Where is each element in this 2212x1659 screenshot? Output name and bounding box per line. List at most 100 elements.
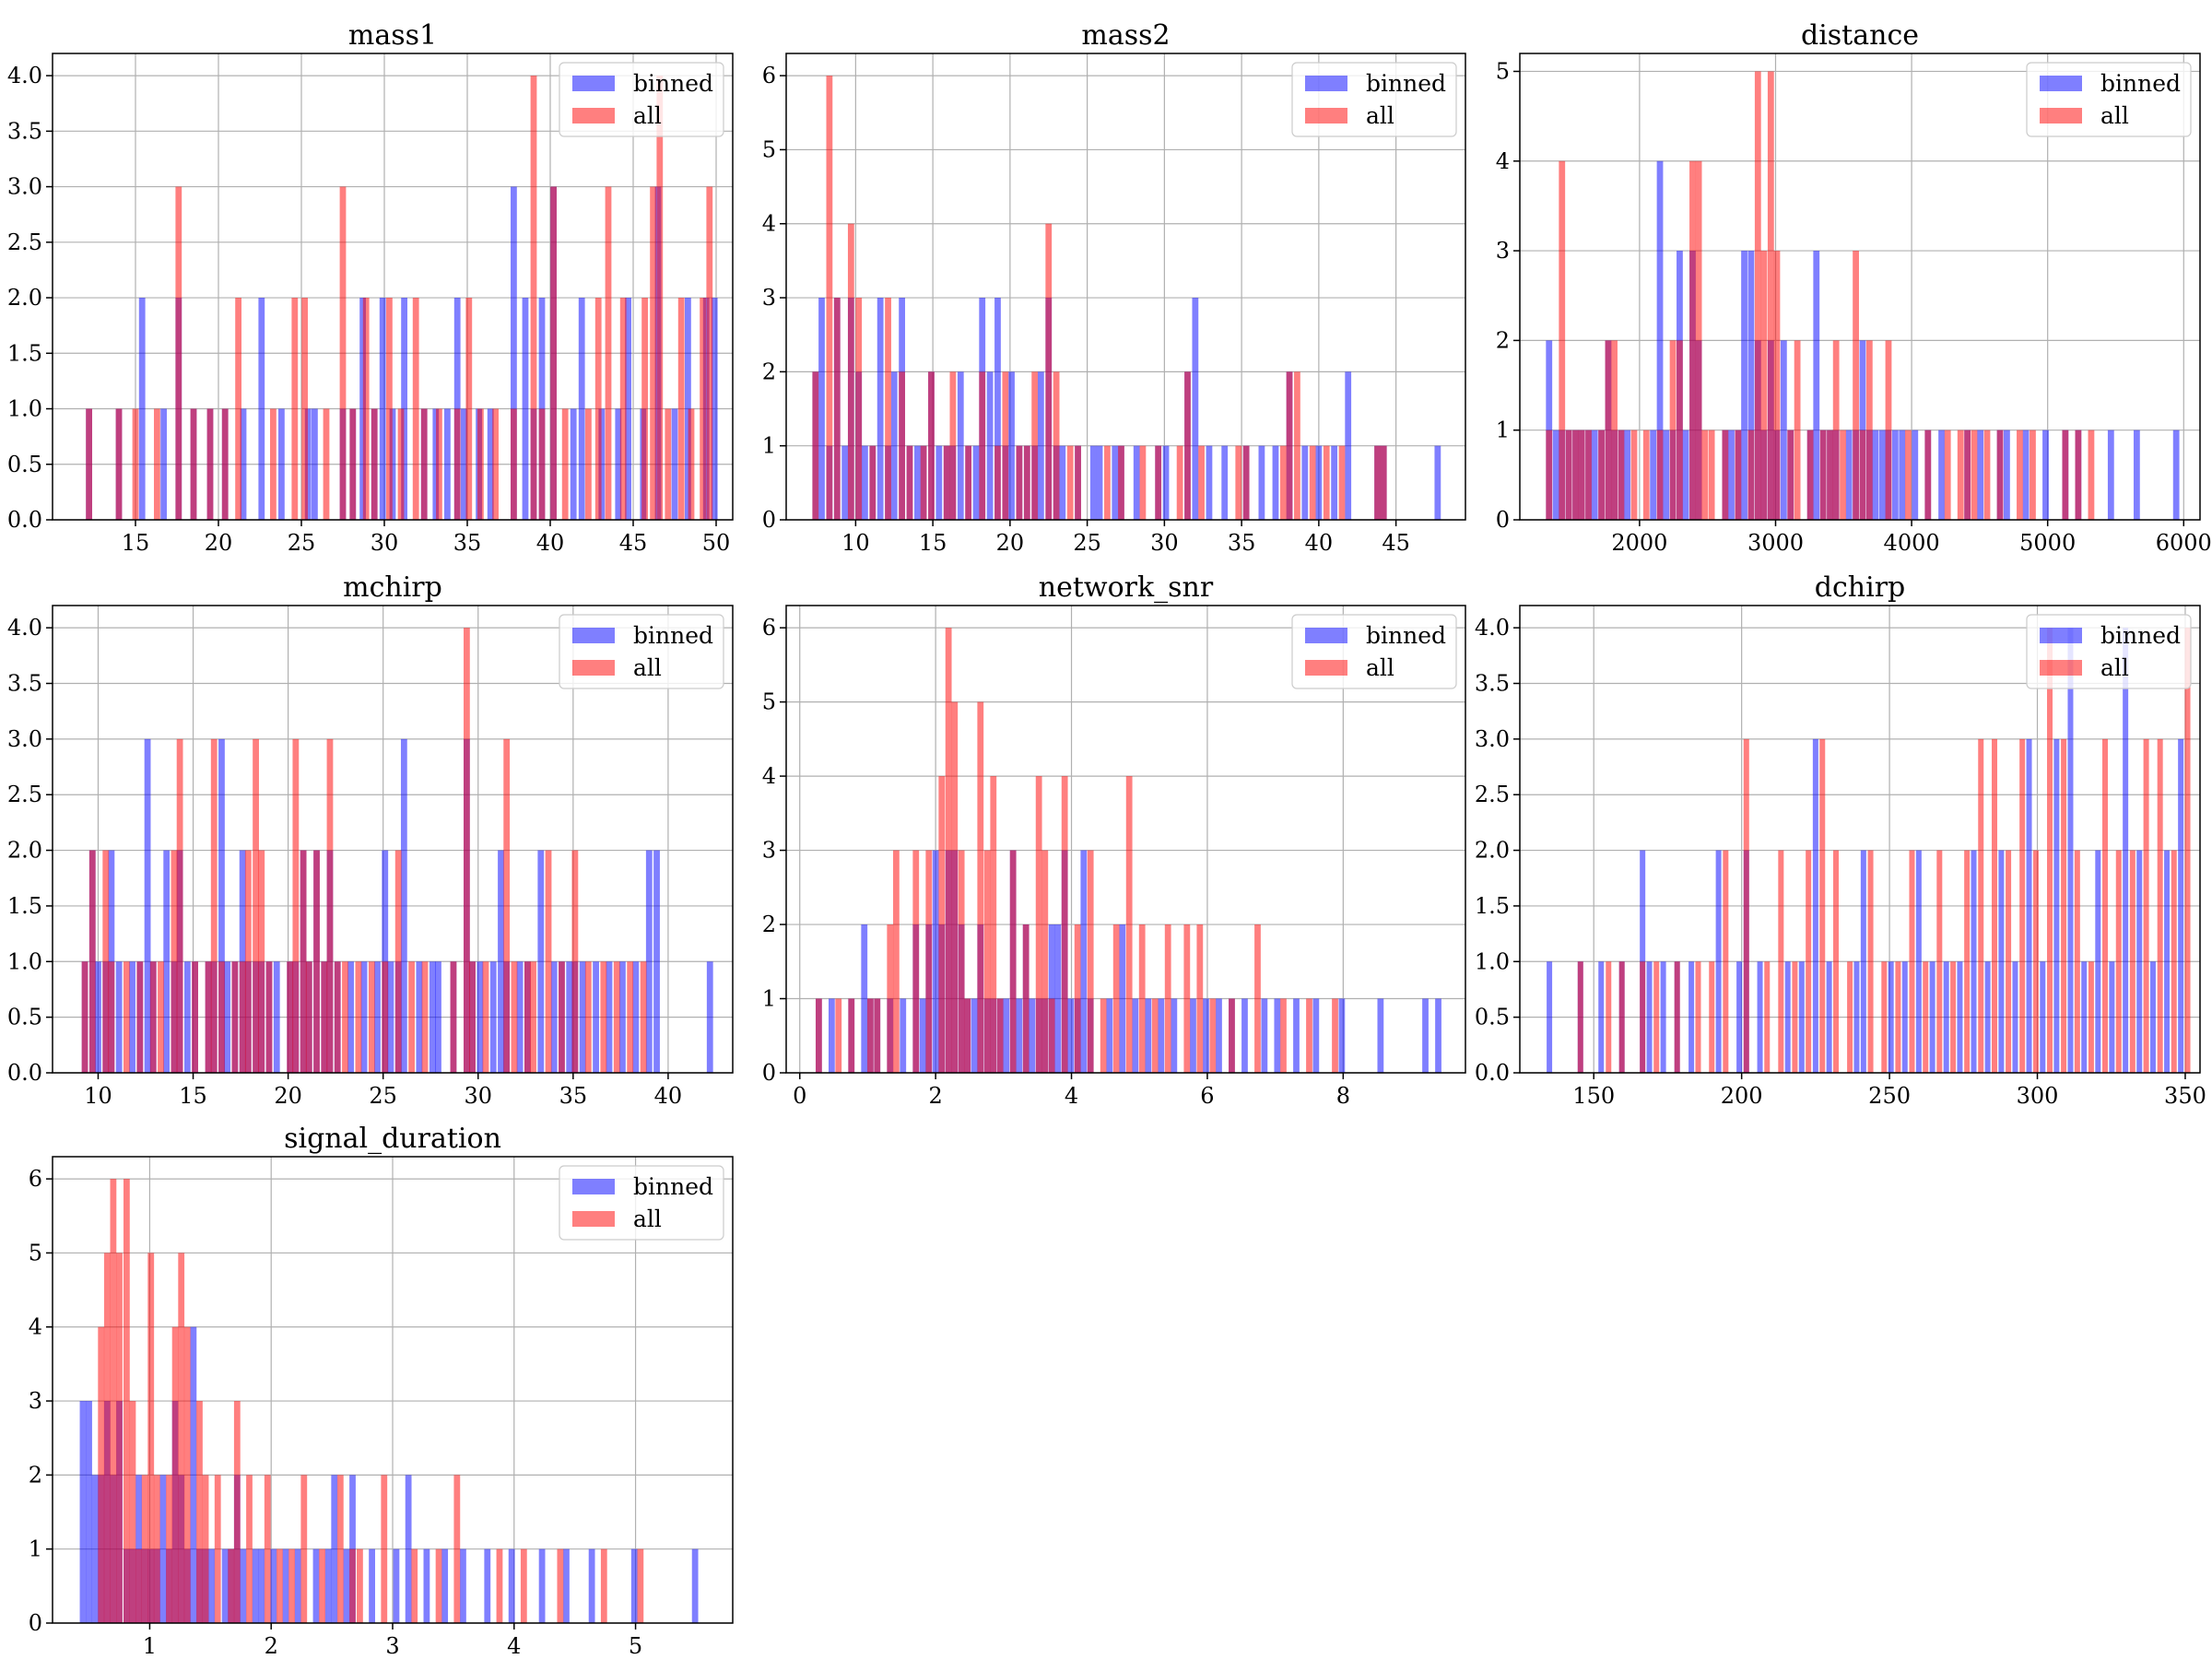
bar-all <box>855 298 863 520</box>
bar-binned <box>144 738 151 1073</box>
legend-swatch-binned <box>2040 76 2082 91</box>
bar-all <box>1242 445 1250 520</box>
bar-binned <box>1016 998 1023 1073</box>
bar-all <box>469 961 476 1073</box>
bar-binned <box>1206 445 1213 520</box>
bar-all <box>1151 998 1159 1073</box>
x-tick-label: 10 <box>84 1083 112 1109</box>
x-tick-label: 45 <box>1382 530 1410 556</box>
bar-binned <box>1221 445 1229 520</box>
legend: binned all <box>559 62 724 137</box>
bar-all <box>627 961 634 1073</box>
bar-all <box>1764 961 1771 1073</box>
bar-all <box>1794 340 1801 520</box>
legend-swatch-binned <box>2040 628 2082 643</box>
bar-binned <box>691 1548 699 1623</box>
bar-all <box>530 961 536 1073</box>
bar-binned <box>252 1548 259 1623</box>
bar-binned <box>115 961 123 1073</box>
y-tick-label: 0.0 <box>1475 1060 1510 1086</box>
bar-binned <box>2026 738 2032 1073</box>
bar-binned <box>1192 298 1199 520</box>
y-tick-label: 2.5 <box>1475 782 1510 807</box>
x-tick-label: 25 <box>1073 530 1101 556</box>
bar-all <box>135 1548 142 1623</box>
bar-all <box>116 1253 123 1623</box>
x-tick-label: 200 <box>1721 1083 1763 1109</box>
panel-distance: 2000 3000 4000 5000 6000 0 1 2 3 4 5 distance binned… <box>1496 19 2212 556</box>
bar-all <box>88 850 96 1073</box>
bar-all <box>1924 429 1932 520</box>
bar-binned <box>2012 961 2018 1073</box>
y-tick-label: 1.5 <box>7 340 42 366</box>
bar-all <box>2061 738 2067 1073</box>
bar-all <box>928 371 935 520</box>
bar-binned <box>1203 998 1209 1073</box>
bar-binned <box>208 1548 216 1623</box>
bar-binned <box>1059 445 1066 520</box>
bar-all <box>951 701 959 1073</box>
bar-all <box>334 961 341 1073</box>
bar-all <box>1577 961 1583 1073</box>
bar-all <box>1640 961 1646 1073</box>
bar-all <box>192 961 198 1073</box>
bar-binned <box>129 961 135 1073</box>
bar-all <box>264 1475 271 1623</box>
bar-all <box>141 1475 148 1623</box>
legend: binned all <box>2026 62 2192 137</box>
bar-all <box>1701 429 1709 520</box>
x-tick-label: 40 <box>536 530 565 556</box>
bar-all <box>1184 371 1191 520</box>
x-tick-label: 300 <box>2017 1083 2059 1109</box>
bar-binned <box>1158 998 1165 1073</box>
bar-all <box>246 1475 253 1623</box>
bar-binned <box>312 1548 320 1623</box>
bar-binned <box>1190 998 1196 1073</box>
bar-binned <box>1080 850 1088 1073</box>
bar-binned <box>1272 445 1279 520</box>
bar-binned <box>538 1548 546 1623</box>
bar-binned <box>2107 429 2114 520</box>
bar-all <box>665 408 672 520</box>
bar-all <box>362 298 370 520</box>
y-tick-label: 1.0 <box>7 948 42 974</box>
bar-binned <box>382 850 389 1073</box>
bar-all <box>1885 340 1892 520</box>
legend-label-binned: binned <box>1366 622 1446 649</box>
bar-all <box>1950 961 1957 1073</box>
bar-all <box>1936 850 1943 1073</box>
bar-binned <box>95 961 101 1073</box>
y-tick-label: 0.5 <box>1475 1005 1510 1030</box>
bar-binned <box>1938 429 1945 520</box>
bar-all <box>1022 924 1030 1073</box>
bar-binned <box>258 1548 265 1623</box>
bar-all <box>1009 850 1017 1073</box>
bar-binned <box>579 961 586 1073</box>
bar-all <box>2062 429 2069 520</box>
bar-all <box>276 1548 283 1623</box>
bar-all <box>265 961 273 1073</box>
bar-all <box>1909 850 1915 1073</box>
bar-binned <box>489 961 497 1073</box>
bar-binned <box>304 408 312 520</box>
bar-all <box>124 961 130 1073</box>
bar-binned <box>862 445 868 520</box>
bar-binned <box>2109 961 2115 1073</box>
bar-binned <box>913 445 921 520</box>
y-tick-label: 4.0 <box>7 615 42 641</box>
bar-binned <box>441 1548 449 1623</box>
bar-all <box>214 1475 221 1623</box>
bar-all <box>477 408 484 520</box>
bar-all <box>1572 429 1579 520</box>
bar-all <box>1618 961 1625 1073</box>
bar-binned <box>1728 429 1735 520</box>
panel-title: network_snr <box>1039 571 1214 604</box>
legend: binned all <box>559 1165 724 1241</box>
y-tick-label: 0.5 <box>7 452 42 477</box>
bar-binned <box>2067 628 2074 1073</box>
legend-label-all: all <box>633 654 662 681</box>
bar-binned <box>890 371 898 520</box>
bar-all <box>147 1253 155 1623</box>
bar-all <box>1053 371 1060 520</box>
